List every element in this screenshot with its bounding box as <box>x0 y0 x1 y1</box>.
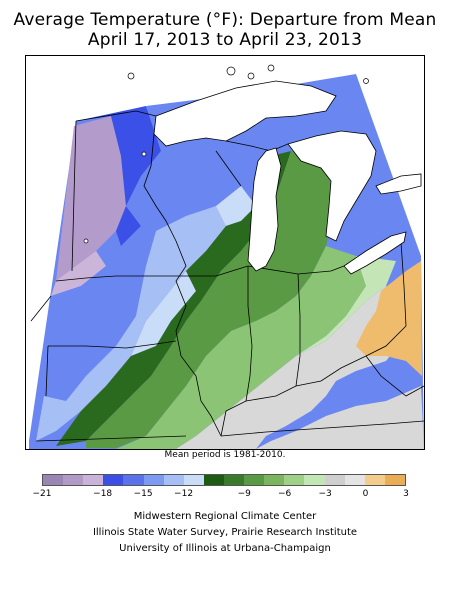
legend-tick-label: −21 <box>32 489 52 499</box>
legend-tick-label: −18 <box>93 489 113 499</box>
map-title-line2: April 17, 2013 to April 23, 2013 <box>87 30 363 50</box>
map-zone-gray <box>176 286 424 449</box>
map-zone-blue-pale <box>131 186 256 356</box>
legend-swatch <box>43 475 64 485</box>
map-zone-blue-dark <box>76 106 161 246</box>
legend-swatch <box>183 475 204 485</box>
credit-line-2: Illinois State Water Survey, Prairie Res… <box>92 527 358 538</box>
legend-swatch <box>223 475 245 485</box>
northern-islands <box>83 64 369 244</box>
legend-swatch <box>344 475 365 485</box>
legend-swatch <box>143 475 164 485</box>
legend-swatch <box>163 475 184 485</box>
legend-swatch <box>63 475 84 485</box>
map-zone-blue-mid <box>44 96 256 401</box>
credit-line-3: University of Illinois at Urbana-Champai… <box>119 543 331 554</box>
legend-tick-label: 0 <box>362 489 369 499</box>
legend-swatch <box>244 475 265 485</box>
legend-tick-label: −3 <box>318 489 332 499</box>
map-canvas <box>29 64 424 449</box>
legend-tick-label: −9 <box>237 489 251 499</box>
legend-swatch <box>284 475 305 485</box>
legend-swatch <box>203 475 224 485</box>
legend-tick-label: −12 <box>174 489 194 499</box>
map-zone-blue-light <box>36 196 236 441</box>
color-legend <box>42 474 406 486</box>
map-zone-lavender <box>56 116 126 281</box>
map-zone-green-dark <box>56 151 291 446</box>
credit-line-1: Midwestern Regional Climate Center <box>133 511 317 522</box>
map-title-line1: Average Temperature (°F): Departure from… <box>13 10 437 30</box>
state-borders <box>30 110 424 442</box>
legend-swatch <box>123 475 144 485</box>
map-zone-orange <box>356 261 422 376</box>
legend-tick-label: −6 <box>278 489 292 499</box>
legend-swatch <box>83 475 104 485</box>
temperature-departure-map <box>25 55 425 450</box>
legend-tick-labels: −21 −18 −15 −12 −9 −6 −3 0 3 <box>33 489 409 501</box>
legend-swatch <box>364 475 385 485</box>
legend-swatch <box>324 475 345 485</box>
legend-swatch <box>264 475 285 485</box>
map-zone-green-light <box>116 246 366 449</box>
legend-swatch <box>103 475 124 485</box>
map-zone-lavender-light <box>51 251 106 296</box>
legend-tick-label: 3 <box>403 489 409 499</box>
mean-period-note: Mean period is 1981-2010. <box>164 450 286 460</box>
legend-swatch <box>384 475 405 485</box>
legend-tick-label: −15 <box>133 489 153 499</box>
legend-swatch <box>304 475 325 485</box>
